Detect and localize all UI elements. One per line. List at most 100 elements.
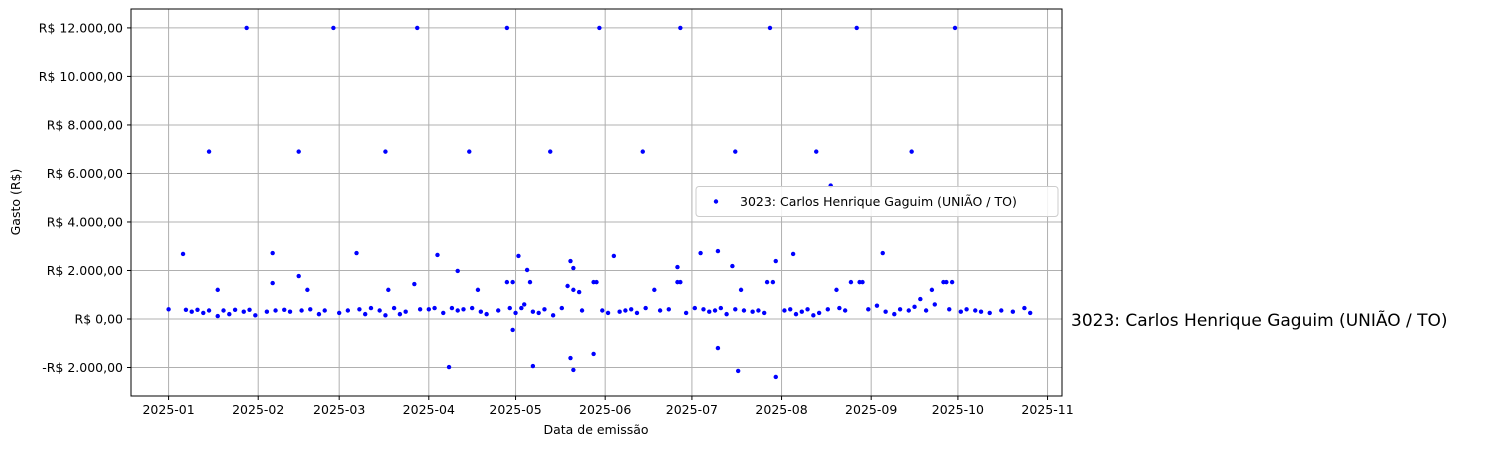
point <box>628 307 634 312</box>
point <box>201 310 206 316</box>
point <box>1022 305 1027 311</box>
point <box>368 305 374 311</box>
point <box>735 368 741 374</box>
point <box>417 307 423 312</box>
point <box>698 250 703 256</box>
point <box>495 308 501 313</box>
point <box>478 309 484 314</box>
point <box>322 308 327 313</box>
point <box>825 307 831 312</box>
legend: 3023: Carlos Henrique Gaguim (UNIÃO / TO… <box>695 186 1059 217</box>
point <box>834 287 839 293</box>
point <box>571 265 576 271</box>
point <box>519 305 524 311</box>
point <box>999 308 1004 313</box>
point <box>426 307 432 312</box>
point <box>504 279 510 285</box>
point <box>770 279 776 285</box>
point <box>805 307 810 312</box>
point <box>814 149 819 154</box>
point <box>391 305 397 311</box>
y-tick-label: R$ 0,00 <box>75 311 123 326</box>
point <box>446 364 452 370</box>
point <box>666 307 671 312</box>
point <box>741 308 747 313</box>
point <box>336 310 342 316</box>
point <box>657 308 663 313</box>
point <box>782 308 787 313</box>
point <box>484 311 489 317</box>
point <box>816 310 822 316</box>
point <box>415 25 420 31</box>
point <box>944 279 949 285</box>
plot-frame <box>130 8 1063 397</box>
point <box>733 307 738 312</box>
point <box>377 308 382 313</box>
y-axis-label: Gasto (R$) <box>8 169 23 236</box>
point <box>221 308 226 313</box>
point <box>730 263 735 269</box>
point <box>773 374 778 380</box>
point <box>790 251 796 257</box>
point <box>441 310 446 316</box>
point <box>918 296 923 302</box>
point <box>449 305 455 311</box>
legend-marker <box>713 199 719 204</box>
point <box>579 308 585 313</box>
point <box>397 311 403 317</box>
y-tick-label: -R$ 2.000,00 <box>42 360 123 375</box>
point <box>548 149 553 154</box>
point <box>675 264 680 270</box>
point <box>345 308 351 313</box>
point <box>522 302 527 307</box>
point <box>403 309 408 314</box>
point <box>811 313 816 318</box>
point <box>764 279 770 285</box>
point <box>738 287 744 293</box>
point <box>692 305 698 311</box>
point <box>860 279 865 285</box>
x-tick-label: 2025-04 <box>403 402 455 417</box>
point <box>296 273 301 279</box>
x-tick-label: 2025-02 <box>232 402 284 417</box>
point <box>455 308 460 313</box>
point <box>576 289 582 295</box>
point <box>386 287 391 293</box>
point <box>455 268 460 274</box>
point <box>733 149 738 154</box>
point <box>701 307 706 312</box>
point <box>634 310 640 316</box>
point <box>475 287 481 293</box>
point <box>362 311 368 317</box>
point <box>842 308 848 313</box>
legend-box <box>695 186 1059 217</box>
point <box>282 307 287 312</box>
point <box>866 307 871 312</box>
point <box>412 281 417 287</box>
point <box>594 279 599 285</box>
point <box>718 305 724 311</box>
x-tick-label: 2025-09 <box>845 402 897 417</box>
point <box>305 287 310 293</box>
y-tick-label: R$ 6.000,00 <box>47 166 123 181</box>
point <box>605 310 611 316</box>
point <box>799 309 804 314</box>
point <box>189 309 194 314</box>
point <box>912 304 917 310</box>
point <box>206 308 212 313</box>
point <box>715 248 721 254</box>
point <box>909 149 914 154</box>
point <box>383 149 388 154</box>
point <box>652 287 657 293</box>
x-tick-label: 2025-01 <box>142 402 194 417</box>
point <box>600 308 605 313</box>
point <box>773 258 778 264</box>
point <box>848 279 854 285</box>
point <box>923 308 929 313</box>
x-tick-label: 2025-10 <box>932 402 984 417</box>
point <box>166 307 171 312</box>
point <box>591 351 596 357</box>
point <box>296 149 301 154</box>
point <box>524 267 530 273</box>
point <box>273 308 278 313</box>
